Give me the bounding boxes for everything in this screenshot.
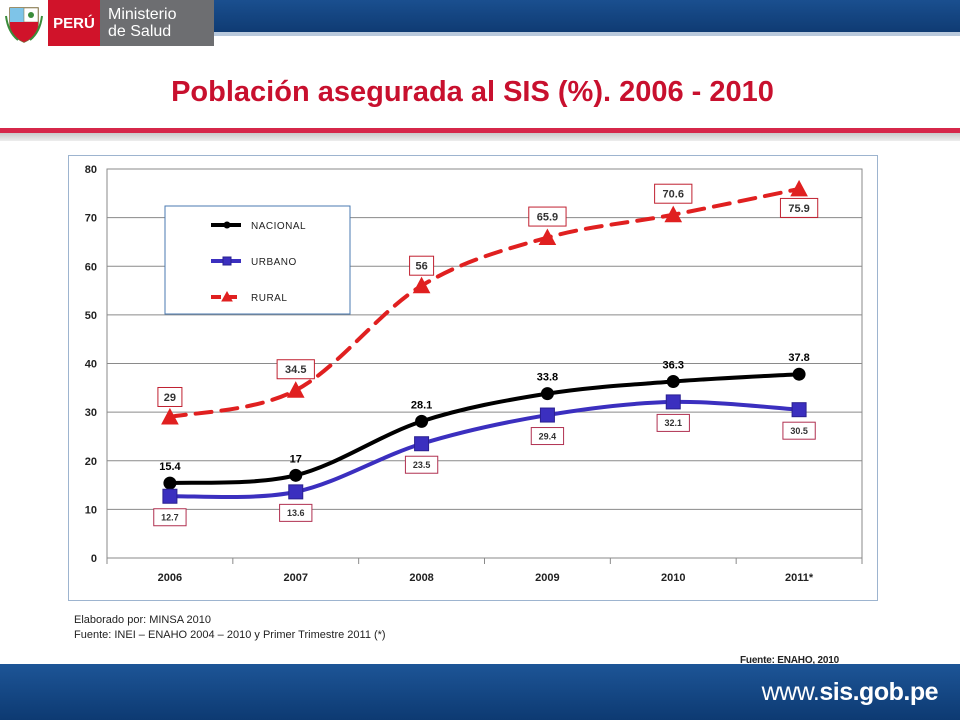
- data-label-urbano-box: [404, 455, 439, 474]
- y-tick-label: 50: [85, 310, 97, 322]
- x-tick-label: 2009: [535, 572, 559, 584]
- header-blue-band: [214, 0, 960, 32]
- data-label-rural-box: [409, 255, 435, 276]
- series-line-rural: [167, 186, 802, 419]
- data-label-urbano: 32.1: [664, 418, 682, 428]
- footer-url[interactable]: www.sis.gob.pe: [761, 678, 939, 707]
- data-label-rural: 29: [164, 392, 176, 404]
- legend-label-rural: RURAL: [251, 293, 287, 304]
- data-label-urbano: 30.5: [790, 426, 808, 436]
- data-label-urbano: 23.5: [413, 460, 431, 470]
- point-nacional-2006: [163, 476, 177, 490]
- y-tick-label: 10: [85, 504, 97, 516]
- brand-ministry-line1: Ministerio: [108, 6, 177, 23]
- point-rural-2009: [538, 228, 557, 246]
- header-blue-rule: [214, 32, 960, 36]
- point-urbano-2006: [162, 488, 178, 504]
- point-rural-2011*: [790, 179, 808, 197]
- note-elaborado: Elaborado por: MINSA 2010: [74, 614, 211, 626]
- data-label-nacional: 17: [290, 453, 302, 465]
- brand-country: PERÚ: [48, 0, 100, 46]
- x-tick-label: 2006: [158, 572, 182, 584]
- legend-box: [164, 205, 351, 315]
- header-bar: PERÚ Ministerio de Salud: [0, 0, 960, 48]
- data-label-urbano: 29.4: [539, 431, 557, 441]
- point-rural-2008: [412, 276, 431, 294]
- data-label-rural-box: [276, 359, 315, 380]
- footer-bar: www.sis.gob.pe: [0, 664, 960, 720]
- chart-legend: NACIONAL URBANO RURAL: [164, 205, 351, 315]
- page-title: Población asegurada al SIS (%). 2006 - 2…: [171, 76, 774, 108]
- data-label-rural-box: [779, 197, 819, 218]
- point-urbano-2008: [414, 436, 430, 452]
- point-urbano-2011*: [791, 402, 807, 418]
- legend-label-urbano: URBANO: [251, 257, 297, 268]
- series-group: [161, 179, 808, 504]
- x-tick-label: 2010: [661, 572, 685, 584]
- point-nacional-2011*: [792, 367, 806, 381]
- footer-url-prefix: www.: [761, 678, 820, 706]
- data-label-urbano-box: [279, 503, 313, 522]
- point-nacional-2009: [540, 387, 554, 401]
- brand-ministry: Ministerio de Salud: [100, 0, 214, 46]
- y-tick-label: 30: [85, 407, 97, 419]
- data-label-rural-box: [528, 206, 567, 227]
- series-line-urbano: [167, 399, 802, 500]
- data-label-rural: 34.5: [285, 364, 306, 376]
- point-rural-2007: [286, 381, 305, 398]
- data-label-nacional: 37.8: [788, 352, 809, 364]
- point-nacional-2008: [415, 414, 429, 428]
- data-label-nacional: 33.8: [537, 372, 558, 384]
- y-axis-ticks: 0 10 20 30 40 50 60 70 80: [85, 164, 97, 565]
- chart-source: Fuente: ENAHO, 2010: [740, 655, 840, 666]
- point-urbano-2007: [288, 484, 304, 500]
- data-labels: 15.4 17 28.1 33.8 36.3 37.8 12.7 13.6 23.5 29.4 32…: [153, 183, 819, 527]
- x-axis-ticks: 2006 2007 2008 2009 2010 2011*: [106, 558, 863, 584]
- y-tick-label: 70: [85, 213, 97, 225]
- point-nacional-2010: [666, 374, 680, 388]
- data-label-rural: 56: [415, 261, 427, 273]
- legend-marker-urbano: [222, 256, 232, 266]
- title-shadow-band: [0, 133, 960, 141]
- point-nacional-2007: [289, 468, 303, 482]
- data-label-nacional: 28.1: [411, 399, 432, 411]
- y-tick-label: 80: [85, 164, 97, 176]
- data-label-nacional: 15.4: [159, 461, 181, 473]
- data-label-rural-box: [157, 386, 183, 407]
- y-tick-label: 60: [85, 261, 97, 273]
- data-label-urbano-box: [656, 413, 690, 432]
- footer-url-domain: sis.gob.pe: [819, 678, 938, 706]
- x-tick-label: 2008: [409, 572, 433, 584]
- point-urbano-2010: [665, 394, 681, 410]
- y-tick-label: 0: [91, 553, 97, 565]
- data-label-rural: 65.9: [537, 212, 558, 224]
- data-label-rural: 75.9: [788, 203, 809, 215]
- chart-frame: 0 10 20 30 40 50 60 70 80 2006 2007 2008 2009 2010 20…: [68, 155, 878, 601]
- data-label-urbano-box: [153, 508, 187, 527]
- x-tick-label: 2011*: [785, 572, 814, 584]
- x-tick-label: 2007: [284, 572, 308, 584]
- title-divider: [0, 128, 960, 133]
- point-rural-2010: [664, 205, 683, 223]
- data-label-urbano: 12.7: [161, 512, 179, 522]
- legend-label-nacional: NACIONAL: [251, 221, 306, 232]
- data-label-nacional: 36.3: [663, 359, 684, 371]
- legend-marker-rural: [221, 290, 233, 302]
- note-fuente: Fuente: INEI – ENAHO 2004 – 2010 y Prime…: [74, 629, 386, 641]
- point-rural-2006: [161, 407, 179, 425]
- series-line-nacional: [167, 372, 802, 486]
- coat-of-arms-icon: [5, 7, 43, 43]
- data-label-urbano-box: [782, 421, 816, 440]
- data-label-rural: 70.6: [663, 189, 684, 201]
- legend-marker-nacional: [223, 221, 231, 229]
- chart-notes: Elaborado por: MINSA 2010 Fuente: INEI –…: [74, 613, 386, 643]
- y-tick-label: 20: [85, 456, 97, 468]
- data-label-rural-box: [654, 183, 693, 204]
- data-label-urbano-box: [530, 427, 565, 446]
- brand-ministry-line2: de Salud: [108, 23, 172, 40]
- data-label-urbano: 13.6: [287, 508, 305, 518]
- point-urbano-2009: [539, 407, 555, 423]
- y-tick-label: 40: [85, 359, 97, 371]
